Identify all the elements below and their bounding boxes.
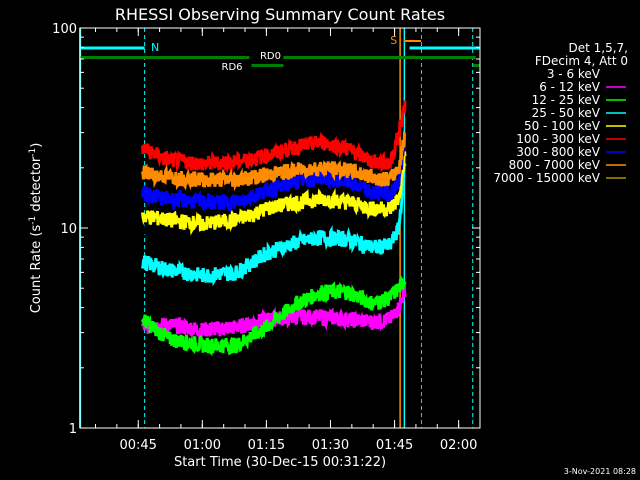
legend-item-label-1: 6 - 12 keV <box>539 80 601 94</box>
decim-rd0-label: RD0 <box>260 51 281 62</box>
x-tick-label-4: 01:45 <box>376 438 413 453</box>
y-tick-label-0: 1 <box>69 422 77 437</box>
x-tick-label-1: 01:00 <box>184 438 221 453</box>
y-axis-label: Count Rate (s-1 detector-1) <box>28 143 44 314</box>
series-line-5 <box>141 100 407 174</box>
night-bar-1 <box>80 46 145 50</box>
y-tick-label-1: 10 <box>60 222 77 237</box>
x-tick-label-5: 02:00 <box>440 438 477 453</box>
decim-bar-4 <box>473 64 480 67</box>
x-tick-label-2: 01:15 <box>248 438 285 453</box>
x-tick-label-3: 01:30 <box>312 438 349 453</box>
legend-item-label-7: 800 - 7000 keV <box>509 158 601 172</box>
y-axis: 1 10 100 <box>52 22 480 437</box>
legend-item-label-6: 300 - 800 keV <box>516 145 600 159</box>
legend-item-label-5: 100 - 300 keV <box>516 132 600 146</box>
footer-date: 3-Nov-2021 08:28 <box>564 467 636 476</box>
legend-item-label-3: 25 - 50 keV <box>532 106 601 120</box>
series-line-2 <box>141 275 407 357</box>
night-bar-2 <box>409 46 480 50</box>
legend-header-line-1: Det 1,5,7, <box>569 41 629 55</box>
legend-header-line-2: FDecim 4, Att 0 <box>535 54 628 68</box>
night-label: N <box>151 41 159 54</box>
y-tick-label-2: 100 <box>52 22 77 37</box>
x-axis-label: Start Time (30-Dec-15 00:31:22) <box>174 455 386 470</box>
saa-bar <box>403 40 422 42</box>
decim-bar-2 <box>283 56 476 59</box>
legend-item-label-4: 50 - 100 keV <box>524 119 601 133</box>
series-line-6 <box>141 136 407 213</box>
legend-item-label-0: 3 - 6 keV <box>547 67 601 81</box>
series-line-4 <box>141 151 407 236</box>
series-line-7 <box>141 130 406 192</box>
plot-area: N S RD0 RD6 <box>79 28 480 428</box>
decim-bar-1 <box>80 56 250 59</box>
decim-bar-3 <box>251 64 284 67</box>
legend-item-label-8: 7000 - 15000 keV <box>493 171 600 185</box>
legend-item-label-2: 12 - 25 keV <box>532 93 601 107</box>
chart-title: RHESSI Observing Summary Count Rates <box>115 5 445 24</box>
x-axis: 00:45 01:00 01:15 01:30 01:45 02:00 <box>95 28 481 453</box>
saa-label: S <box>390 34 397 47</box>
decim-rd6-label: RD6 <box>222 62 243 73</box>
x-tick-label-0: 00:45 <box>119 438 156 453</box>
series-line-3 <box>141 163 407 287</box>
